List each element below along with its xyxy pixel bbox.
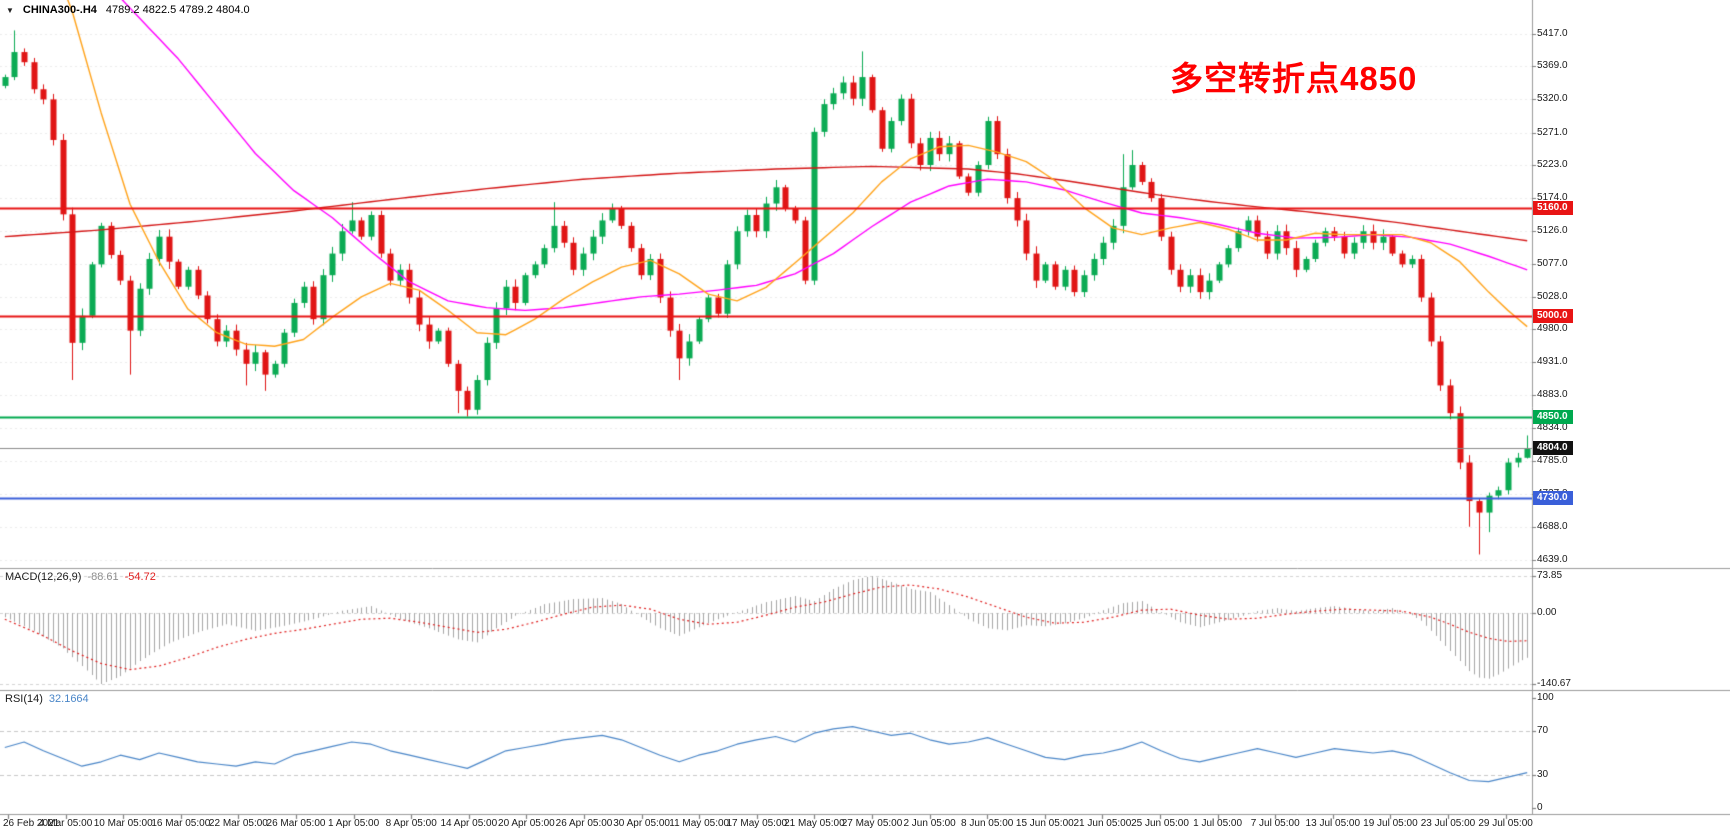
symbol-timeframe-label: CHINA300-.H4 bbox=[22, 4, 97, 16]
date-axis-label: 11 May 05:00 bbox=[669, 818, 730, 829]
rsi-axis-label: 70 bbox=[1537, 725, 1549, 736]
annotation-text: 多空转折点4850 bbox=[1170, 60, 1418, 97]
date-axis-label: 13 Jul 05:00 bbox=[1305, 818, 1361, 829]
rsi-name: RSI(14) bbox=[5, 693, 43, 705]
price-axis-label: 4980.0 bbox=[1537, 323, 1568, 335]
price-axis-label: 4785.0 bbox=[1537, 455, 1568, 467]
rsi-axis-label: 0 bbox=[1537, 802, 1543, 813]
date-axis-label: 4 Mar 05:00 bbox=[38, 818, 93, 829]
chart-symbol-header: ▼ CHINA300-.H4 4789.2 4822.5 4789.2 4804… bbox=[6, 4, 250, 16]
date-axis-label: 10 Mar 05:00 bbox=[93, 818, 153, 829]
date-axis-label: 8 Jun 05:00 bbox=[961, 818, 1014, 829]
price-axis-label: 5028.0 bbox=[1537, 290, 1568, 302]
level-price-badge: 5160.0 bbox=[1533, 200, 1573, 215]
date-axis-label: 22 Mar 05:00 bbox=[208, 818, 268, 829]
date-axis-label: 1 Apr 05:00 bbox=[328, 818, 380, 829]
rsi-current-value: 32.1664 bbox=[48, 693, 89, 705]
date-axis-label: 25 Jun 05:00 bbox=[1131, 818, 1189, 829]
price-axis-label: 4883.0 bbox=[1537, 388, 1568, 400]
macd-name: MACD(12,26,9) bbox=[5, 571, 82, 583]
macd-main-value: -88.61 bbox=[87, 571, 119, 583]
symbol-marker-icon: ▼ bbox=[6, 5, 14, 15]
date-axis-label: 17 May 05:00 bbox=[726, 818, 788, 829]
level-price-badge: 4850.0 bbox=[1533, 410, 1573, 425]
current-price-badge: 4804.0 bbox=[1533, 441, 1573, 456]
date-axis-label: 26 Apr 05:00 bbox=[555, 818, 613, 829]
date-axis-label: 16 Mar 05:00 bbox=[151, 818, 211, 829]
macd-axis-label: 73.85 bbox=[1537, 570, 1563, 581]
level-price-badge: 4730.0 bbox=[1533, 491, 1573, 506]
price-axis-label: 5174.0 bbox=[1537, 192, 1568, 204]
date-axis-label: 29 Jul 05:00 bbox=[1478, 818, 1533, 829]
date-axis-label: 7 Jul 05:00 bbox=[1250, 818, 1300, 829]
price-axis-label: 4834.0 bbox=[1537, 422, 1568, 434]
price-axis-label: 4931.0 bbox=[1537, 356, 1568, 368]
price-axis-label: 5126.0 bbox=[1537, 224, 1568, 236]
price-axis-label: 5369.0 bbox=[1537, 60, 1568, 72]
price-axis-label: 5223.0 bbox=[1537, 158, 1568, 170]
price-axis-label: 4639.0 bbox=[1537, 553, 1568, 565]
rsi-axis-label: 100 bbox=[1537, 692, 1554, 703]
date-axis-label: 27 May 05:00 bbox=[841, 818, 903, 829]
date-axis-label: 8 Apr 05:00 bbox=[385, 818, 437, 829]
date-axis-label: 2 Jun 05:00 bbox=[903, 818, 956, 829]
date-axis-label: 26 Feb 2021 bbox=[3, 818, 60, 829]
macd-signal-value: -54.72 bbox=[124, 571, 156, 583]
macd-axis-label: -140.67 bbox=[1537, 678, 1571, 689]
date-axis-label: 14 Apr 05:00 bbox=[440, 818, 498, 829]
rsi-axis-label: 30 bbox=[1537, 769, 1549, 780]
rsi-indicator-label: RSI(14) 32.1664 bbox=[5, 693, 89, 705]
level-price-badge: 5000.0 bbox=[1533, 308, 1573, 323]
price-axis-label: 4688.0 bbox=[1537, 520, 1568, 532]
date-axis-label: 21 May 05:00 bbox=[784, 818, 845, 829]
date-axis-label: 19 Jul 05:00 bbox=[1363, 818, 1418, 829]
macd-indicator-label: MACD(12,26,9) -88.61 -54.72 bbox=[5, 571, 156, 583]
date-axis-label: 26 Mar 05:00 bbox=[266, 818, 326, 829]
date-axis-label: 23 Jul 05:00 bbox=[1420, 818, 1476, 829]
price-axis-label: 5077.0 bbox=[1537, 257, 1568, 269]
date-axis-label: 30 Apr 05:00 bbox=[613, 818, 670, 829]
date-axis-label: 15 Jun 05:00 bbox=[1015, 818, 1074, 829]
macd-axis-label: 0.00 bbox=[1537, 607, 1557, 619]
price-axis-label: 5417.0 bbox=[1537, 27, 1568, 39]
date-axis-label: 21 Jun 05:00 bbox=[1073, 818, 1132, 829]
ohlc-values: 4789.2 4822.5 4789.2 4804.0 bbox=[105, 4, 250, 16]
date-axis-label: 20 Apr 05:00 bbox=[498, 818, 555, 829]
price-axis-label: 5320.0 bbox=[1537, 93, 1568, 105]
date-axis-label: 1 Jul 05:00 bbox=[1193, 818, 1243, 829]
price-axis-label: 5271.0 bbox=[1537, 126, 1568, 138]
